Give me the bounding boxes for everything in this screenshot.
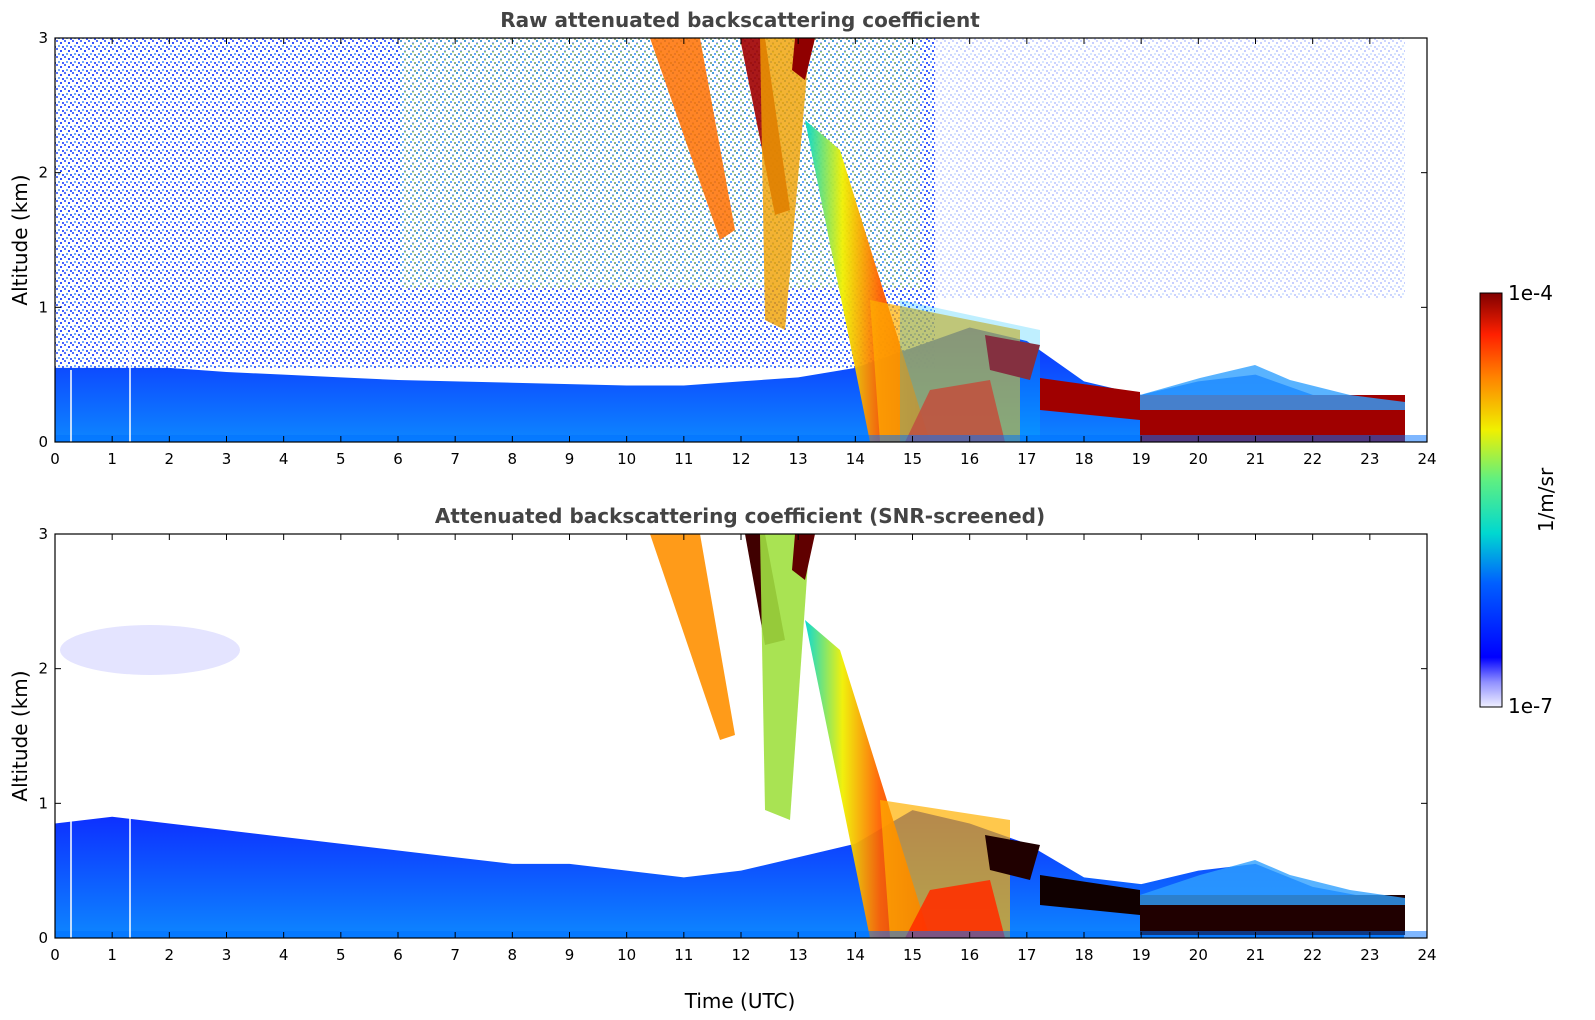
panel-raw-boundary-layer [55, 327, 1405, 442]
colorbar-max-label: 1e-4 [1508, 281, 1553, 305]
x-tick-label: 11 [674, 450, 693, 468]
x-tick-label: 17 [1017, 946, 1036, 964]
x-tick-label: 19 [1132, 946, 1151, 964]
x-tick-label: 21 [1246, 946, 1265, 964]
x-tick-label: 4 [279, 450, 289, 468]
y-tick-label: 0 [38, 929, 48, 947]
x-tick-label: 6 [393, 946, 403, 964]
x-tick-label: 8 [508, 450, 518, 468]
x-tick-label: 9 [565, 946, 575, 964]
x-tick-label: 0 [50, 450, 60, 468]
colorbar-unit-label: 1/m/sr [1534, 467, 1558, 532]
y-tick-label: 3 [38, 29, 48, 47]
x-tick-label: 10 [617, 946, 636, 964]
x-tick-label: 12 [731, 450, 750, 468]
y-tick-label: 2 [38, 660, 48, 678]
x-tick-label: 20 [1189, 946, 1208, 964]
panel-screened-xlabel: Time (UTC) [684, 989, 796, 1013]
panel-raw-x-axis: 0 1 2 3 4 5 6 7 8 9 10 11 12 13 14 15 16 17 18 19 20 21 22 23 24 [50, 38, 1437, 468]
panel-screened-y-axis: 0 1 2 3 [38, 525, 1427, 947]
x-tick-label: 23 [1360, 450, 1379, 468]
x-tick-label: 11 [674, 946, 693, 964]
panel-raw-y-axis: 0 1 2 3 [38, 29, 1427, 451]
x-tick-label: 10 [617, 450, 636, 468]
x-tick-label: 21 [1246, 450, 1265, 468]
x-tick-label: 13 [789, 450, 808, 468]
y-tick-label: 0 [38, 433, 48, 451]
colorbar-min-label: 1e-7 [1508, 694, 1553, 718]
y-tick-label: 2 [38, 164, 48, 182]
panel-screened: Attenuated backscattering coefficient (S… [8, 504, 1437, 1013]
x-tick-label: 1 [107, 946, 117, 964]
x-tick-label: 24 [1417, 450, 1436, 468]
x-tick-label: 24 [1417, 946, 1436, 964]
x-tick-label: 15 [903, 450, 922, 468]
x-tick-label: 22 [1303, 946, 1322, 964]
x-tick-label: 1 [107, 450, 117, 468]
panel-screened-title: Attenuated backscattering coefficient (S… [435, 504, 1045, 528]
x-tick-label: 19 [1132, 450, 1151, 468]
x-tick-label: 16 [960, 946, 979, 964]
panel-screened-heatmap [55, 534, 1427, 938]
x-tick-label: 0 [50, 946, 60, 964]
x-tick-label: 22 [1303, 450, 1322, 468]
x-tick-label: 12 [731, 946, 750, 964]
x-tick-label: 8 [508, 946, 518, 964]
panel-raw-ylabel: Altitude (km) [8, 174, 32, 305]
boundary-layer-area [55, 327, 1405, 442]
x-tick-label: 18 [1074, 450, 1093, 468]
x-tick-label: 4 [279, 946, 289, 964]
x-tick-label: 2 [165, 450, 175, 468]
colorbar-gradient [1479, 292, 1503, 708]
x-tick-label: 18 [1074, 946, 1093, 964]
x-tick-label: 14 [846, 946, 865, 964]
y-tick-label: 1 [38, 794, 48, 812]
y-tick-label: 1 [38, 298, 48, 316]
panel-screened-x-axis: 0 1 2 3 4 5 6 7 8 9 10 11 12 13 14 15 16 17 18 19 20 21 22 23 24 [50, 534, 1437, 964]
x-tick-label: 3 [222, 450, 232, 468]
x-tick-label: 9 [565, 450, 575, 468]
x-tick-label: 5 [336, 450, 346, 468]
x-tick-label: 14 [846, 450, 865, 468]
x-tick-label: 20 [1189, 450, 1208, 468]
x-tick-label: 5 [336, 946, 346, 964]
x-tick-label: 6 [393, 450, 403, 468]
x-tick-label: 15 [903, 946, 922, 964]
panel-raw-heatmap [55, 38, 1427, 442]
x-tick-label: 16 [960, 450, 979, 468]
x-tick-label: 2 [165, 946, 175, 964]
x-tick-label: 7 [450, 450, 460, 468]
y-tick-label: 3 [38, 525, 48, 543]
x-tick-label: 23 [1360, 946, 1379, 964]
x-tick-label: 17 [1017, 450, 1036, 468]
panel-raw: Raw attenuated backscattering coefficien… [8, 8, 1437, 468]
colorbar: 1e-4 1e-7 1/m/sr [1479, 281, 1558, 718]
panel-screened-ylabel: Altitude (km) [8, 670, 32, 801]
panel-raw-title: Raw attenuated backscattering coefficien… [500, 8, 980, 32]
x-tick-label: 13 [789, 946, 808, 964]
x-tick-label: 7 [450, 946, 460, 964]
x-tick-label: 3 [222, 946, 232, 964]
